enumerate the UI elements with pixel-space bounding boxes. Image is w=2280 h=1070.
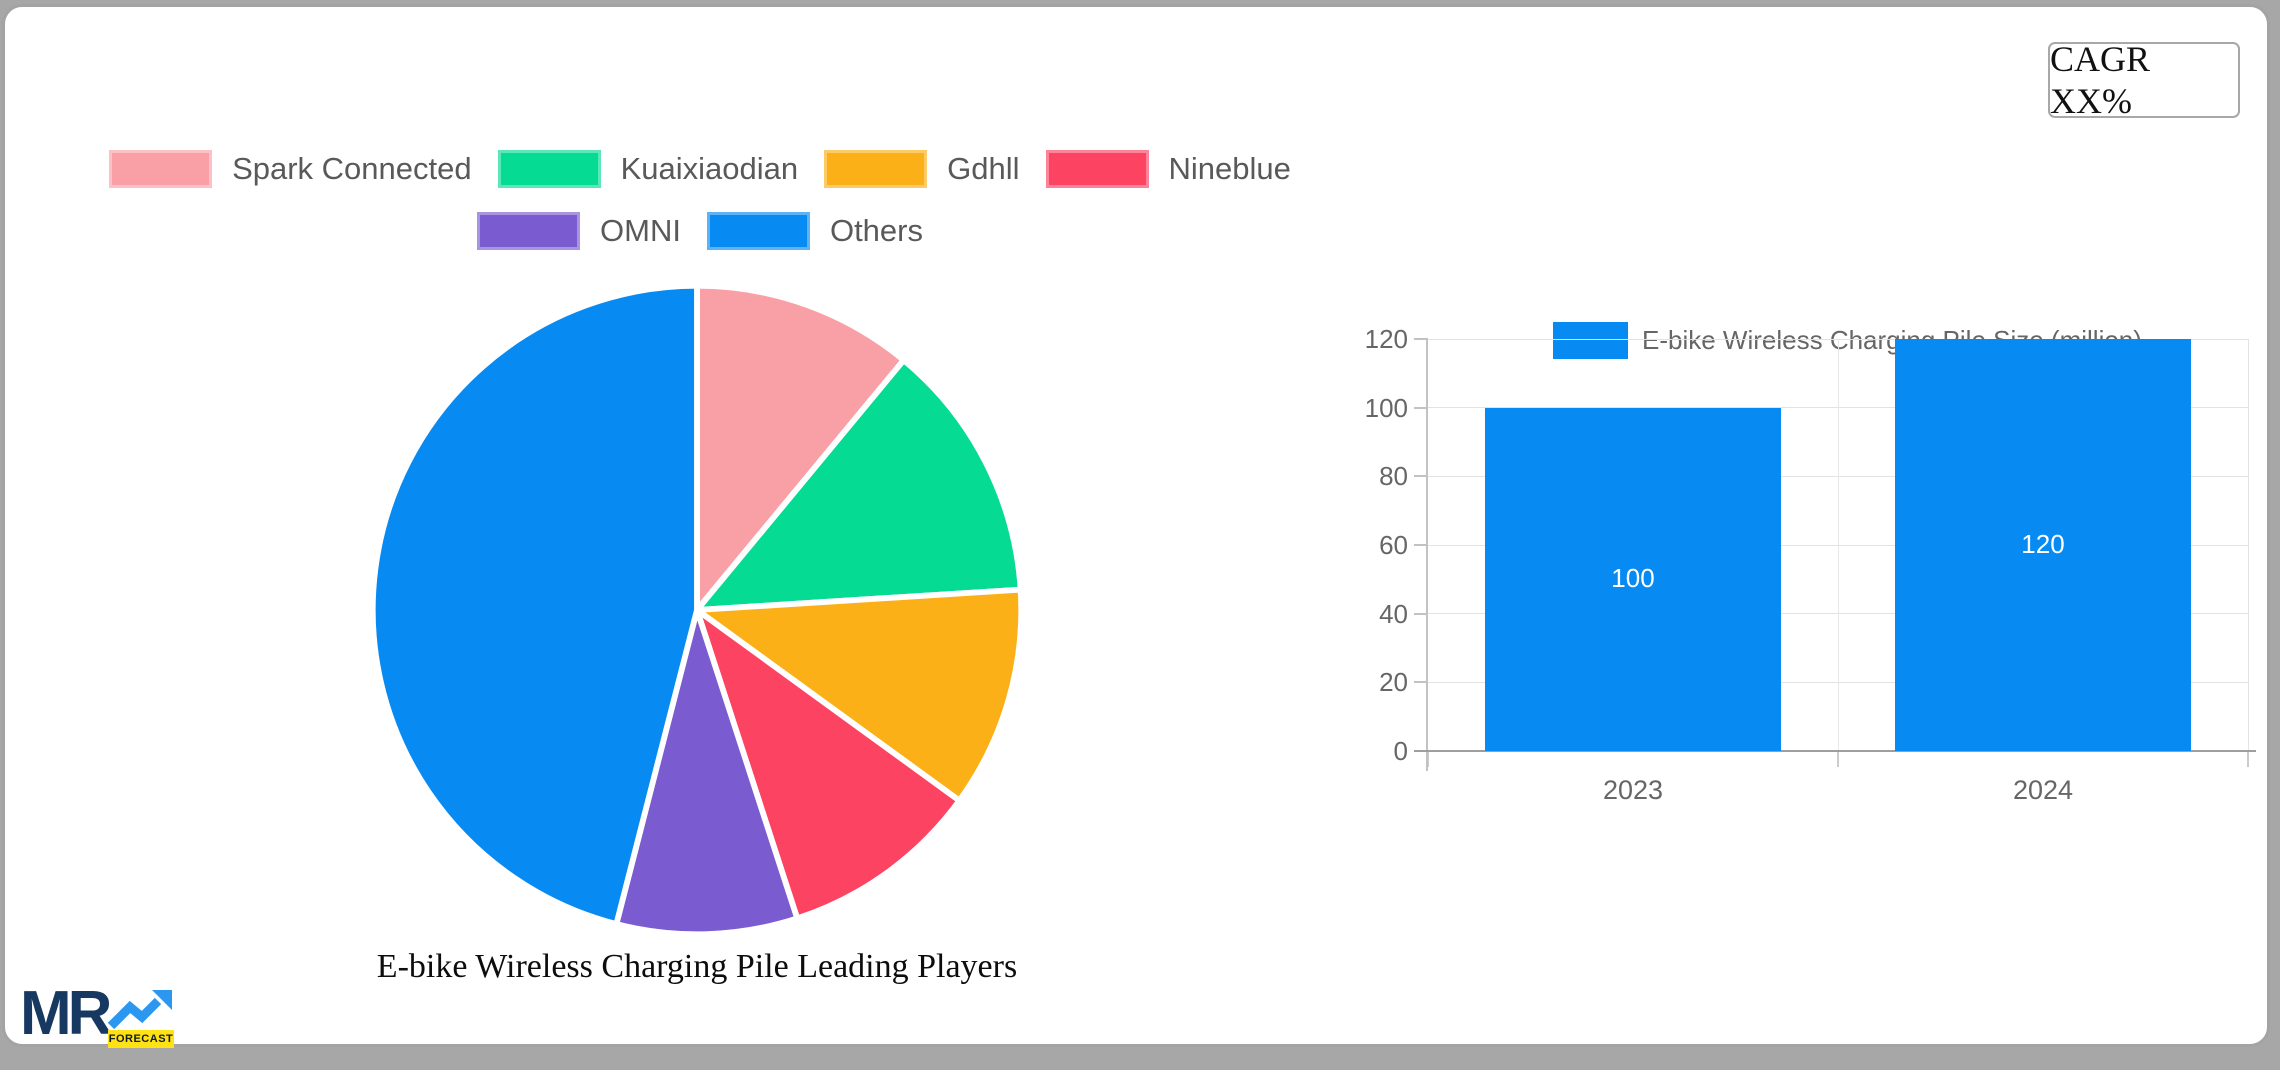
logo-mr-text: MR <box>20 979 112 1048</box>
legend-item-spark-connected[interactable]: Spark Connected <box>109 150 472 188</box>
mr-forecast-logo: MR FORECAST <box>20 979 190 1054</box>
bar-value-label-2023: 100 <box>1611 563 1655 594</box>
legend-label: Gdhll <box>947 151 1020 186</box>
y-tick-label-120: 120 <box>1364 324 1408 354</box>
y-tick-mark-60 <box>1414 544 1428 546</box>
legend-item-gdhll[interactable]: Gdhll <box>824 150 1020 188</box>
legend-label: Others <box>829 213 923 248</box>
bar-2023[interactable] <box>1485 407 1781 751</box>
legend-item-omni[interactable]: OMNI <box>477 212 681 250</box>
y-tick-mark-100 <box>1414 406 1428 409</box>
bar-value-label-2024: 120 <box>2021 529 2065 559</box>
y-tick-mark-20 <box>1414 681 1428 684</box>
logo-trend-arrow-icon <box>108 990 172 1030</box>
legend-label: Spark Connected <box>232 151 472 186</box>
x-tick-mark-1 <box>1837 751 1839 767</box>
x-tick-label-2023: 2023 <box>1602 775 1664 805</box>
legend-label: Kuaixiaodian <box>620 151 799 186</box>
legend-swatch <box>1045 150 1149 188</box>
y-tick-mark-40 <box>1414 612 1428 615</box>
legend-item-nineblue[interactable]: Nineblue <box>1045 150 1291 188</box>
legend-swatch <box>109 150 213 188</box>
pie-slice-kuaixiaodian[interactable] <box>694 357 1024 613</box>
pie-slice-spark-connected[interactable] <box>694 282 907 613</box>
legend-item-others[interactable]: Others <box>706 212 923 250</box>
pie-legend-row-1: Spark Connected Kuaixiaodian Gdhll Nineblue <box>0 149 1400 189</box>
legend-swatch <box>497 150 601 188</box>
y-axis-line <box>1426 339 1428 771</box>
pie-chart-title: E-bike Wireless Charging Pile Leading Pl… <box>376 948 1018 985</box>
legend-label: Nineblue <box>1168 151 1291 186</box>
cagr-label: CAGR XX% <box>2050 39 2151 121</box>
x-tick-mark-2 <box>2247 751 2249 767</box>
pie-slice-nineblue[interactable] <box>694 607 963 922</box>
y-tick-label-0: 0 <box>1393 736 1408 766</box>
pie-slice-omni[interactable] <box>613 607 801 938</box>
y-tick-label-40: 40 <box>1379 598 1408 629</box>
plot-frame-right-border <box>2248 339 2249 751</box>
y-tick-mark-80 <box>1414 475 1428 478</box>
legend-item-kuaixiaodian[interactable]: Kuaixiaodian <box>497 150 799 188</box>
legend-label: OMNI <box>600 213 681 248</box>
y-tick-label-80: 80 <box>1379 461 1408 492</box>
x-axis-baseline <box>1414 750 2256 752</box>
legend-swatch <box>477 212 581 250</box>
legend-swatch <box>706 212 810 250</box>
x-tick-mark-0 <box>1427 751 1429 767</box>
pie-slice-gdhll[interactable] <box>694 586 1025 804</box>
y-tick-label-20: 20 <box>1379 667 1408 698</box>
x-tick-label-2024: 2024 <box>2012 775 2074 805</box>
logo-forecast-text: FORECAST <box>108 1033 174 1045</box>
y-tick-mark-120 <box>1414 338 1428 340</box>
logo-forecast-tag: FORECAST <box>108 1030 174 1048</box>
legend-swatch <box>824 150 928 188</box>
y-tick-label-60: 60 <box>1379 530 1408 560</box>
bar-legend-swatch <box>1553 322 1628 359</box>
bar-2024[interactable] <box>1895 339 2191 751</box>
category-separator-gridline <box>1838 339 1839 751</box>
y-tick-label-100: 100 <box>1364 392 1408 423</box>
pie-slice-others[interactable] <box>369 282 700 928</box>
pie-legend-row-2: OMNI Others <box>0 211 1400 251</box>
cagr-box: CAGR XX% <box>2048 39 2240 121</box>
pie-chart <box>369 282 1025 938</box>
